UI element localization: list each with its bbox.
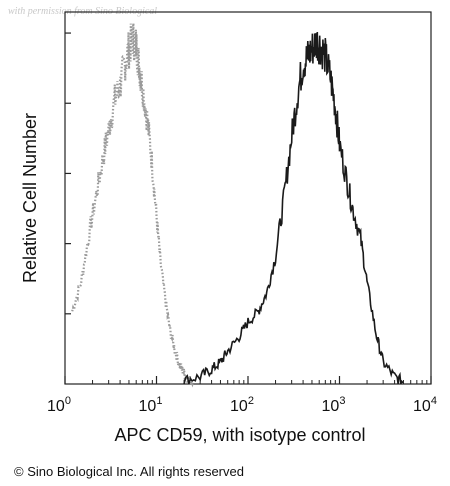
- copyright-text: © Sino Biological Inc. All rights reserv…: [14, 464, 244, 479]
- x-ticks: 100 101 102 103 104: [47, 376, 437, 415]
- x-tick-label: 103: [322, 395, 346, 415]
- y-axis-label: Relative Cell Number: [20, 113, 40, 283]
- x-tick-label: 104: [413, 395, 437, 415]
- y-ticks: [65, 32, 71, 315]
- series-layer: [71, 23, 404, 388]
- x-tick-label: 101: [139, 395, 163, 415]
- plot-frame: [64, 11, 432, 385]
- x-tick-label: 100: [47, 395, 71, 415]
- isotype-control-histogram: [71, 23, 194, 388]
- x-axis-label: APC CD59, with isotype control: [114, 425, 365, 445]
- x-tick-label: 102: [230, 395, 254, 415]
- cd59-histogram: [183, 31, 404, 385]
